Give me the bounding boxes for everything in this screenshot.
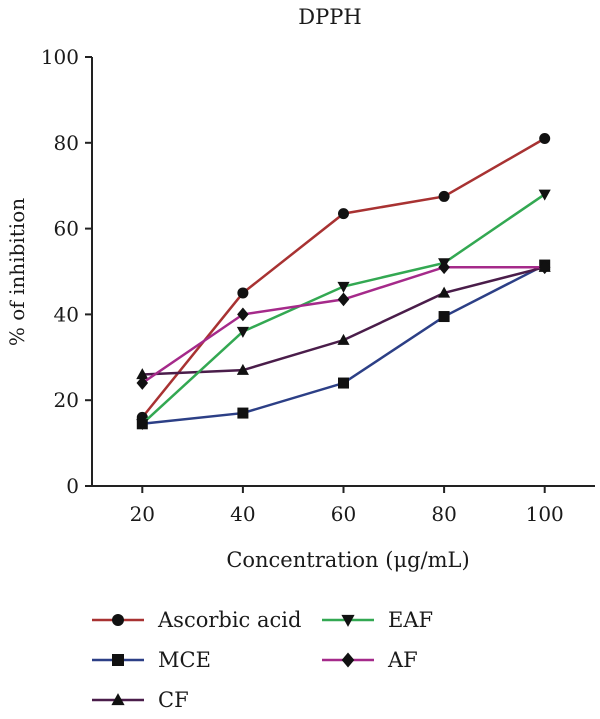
legend-label: MCE bbox=[158, 648, 211, 672]
legend-label: EAF bbox=[388, 608, 433, 632]
data-point-eaf bbox=[538, 189, 551, 201]
data-point-cf bbox=[136, 368, 149, 380]
legend-label: CF bbox=[158, 688, 189, 712]
legend-item-cf: CF bbox=[92, 688, 189, 712]
legend-marker-cf bbox=[111, 693, 125, 706]
legend-label: AF bbox=[387, 648, 418, 672]
legend-item-eaf: EAF bbox=[322, 608, 433, 632]
x-tick-label: 100 bbox=[526, 502, 564, 526]
series-line-eaf bbox=[141, 193, 546, 425]
legend-label: Ascorbic acid bbox=[157, 608, 301, 632]
legend-item-af: AF bbox=[322, 648, 418, 672]
data-point-af bbox=[438, 260, 450, 275]
series-eaf bbox=[136, 189, 551, 431]
chart-title: DPPH bbox=[298, 5, 361, 29]
data-point-ascorbic-acid bbox=[438, 190, 450, 202]
data-point-eaf bbox=[236, 326, 249, 338]
data-point-ascorbic-acid bbox=[237, 287, 249, 299]
x-tick-label: 20 bbox=[130, 502, 155, 526]
y-tick-label: 0 bbox=[66, 474, 79, 498]
legend-item-ascorbic-acid: Ascorbic acid bbox=[92, 608, 301, 632]
data-point-eaf bbox=[136, 419, 149, 431]
data-point-af bbox=[538, 260, 551, 275]
legend-marker-mce bbox=[112, 654, 124, 666]
y-axis-label: % of inhibition bbox=[5, 198, 29, 346]
data-point-mce bbox=[237, 407, 249, 419]
data-point-af bbox=[237, 307, 249, 322]
x-axis-label: Concentration (μg/mL) bbox=[226, 548, 469, 572]
series-line-ascorbic-acid bbox=[141, 137, 546, 419]
data-point-ascorbic-acid bbox=[539, 133, 551, 145]
y-tick-label: 100 bbox=[41, 45, 79, 69]
legend-marker-ascorbic-acid bbox=[112, 614, 124, 626]
data-point-eaf bbox=[337, 281, 350, 293]
data-point-cf bbox=[236, 363, 249, 375]
series-cf bbox=[136, 260, 551, 380]
data-point-cf bbox=[337, 333, 350, 345]
x-tick-label: 60 bbox=[331, 502, 356, 526]
data-point-mce bbox=[438, 311, 450, 323]
legend-item-mce: MCE bbox=[92, 648, 211, 672]
data-point-cf bbox=[438, 286, 451, 298]
data-point-ascorbic-acid bbox=[338, 208, 349, 220]
x-tick-label: 80 bbox=[431, 502, 456, 526]
legend-marker-af bbox=[341, 652, 355, 668]
data-point-af bbox=[337, 292, 350, 307]
legend-marker-eaf bbox=[341, 614, 355, 627]
y-tick-label: 60 bbox=[54, 217, 79, 241]
y-tick-label: 20 bbox=[54, 388, 79, 412]
data-point-mce bbox=[338, 377, 349, 389]
data-point-af bbox=[136, 376, 149, 390]
x-tick-label: 40 bbox=[230, 502, 255, 526]
series-af bbox=[136, 260, 551, 390]
y-tick-label: 80 bbox=[54, 131, 79, 155]
y-tick-label: 40 bbox=[54, 302, 79, 326]
series-ascorbic-acid bbox=[136, 133, 551, 423]
